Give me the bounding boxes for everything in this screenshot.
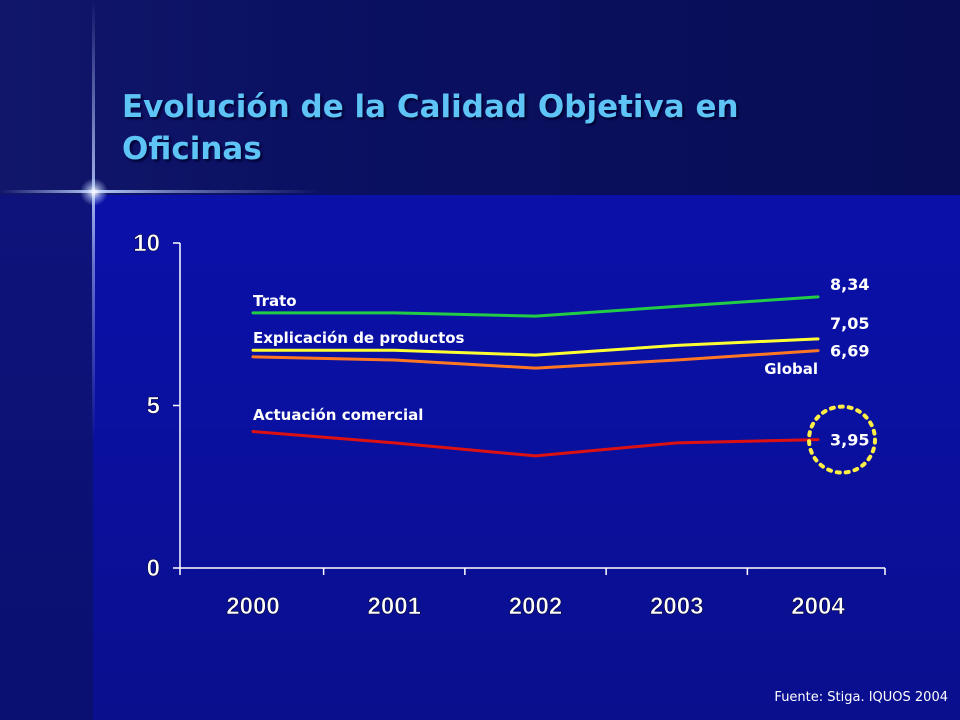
slide-title: Evolución de la Calidad Objetiva en Ofic… bbox=[122, 86, 902, 170]
slide-title-line-2: Oficinas bbox=[122, 131, 262, 167]
end-value-explicacion-de-productos: 7,05 bbox=[830, 314, 869, 333]
slide-title-line-1: Evolución de la Calidad Objetiva en bbox=[122, 89, 739, 125]
highlight-circle bbox=[807, 404, 877, 475]
series-label-trato: Trato bbox=[253, 292, 297, 310]
series-lines bbox=[251, 295, 820, 458]
source-note: Fuente: Stiga. IQUOS 2004 bbox=[774, 690, 948, 705]
header-background bbox=[0, 0, 960, 195]
series-line-explicacion-de-productos bbox=[251, 337, 820, 357]
light-flare-vertical bbox=[92, 0, 95, 440]
series-labels: Trato Explicación de productos Global Actua… bbox=[253, 292, 818, 424]
y-tick-label: 0 bbox=[147, 555, 160, 582]
series-label-global: Global bbox=[764, 360, 818, 378]
end-value-labels: 8,34 7,05 6,69 3,95 bbox=[830, 275, 869, 450]
y-tick-label: 5 bbox=[147, 393, 160, 420]
highlight-marker bbox=[807, 404, 877, 475]
series-line-global bbox=[251, 349, 820, 370]
end-value-actuacion-comercial: 3,95 bbox=[830, 431, 869, 450]
end-value-global: 6,69 bbox=[830, 342, 869, 361]
x-tick-label: 2004 bbox=[791, 593, 845, 620]
x-tick-labels: 2000 2001 2002 2003 2004 bbox=[226, 593, 846, 621]
axes bbox=[173, 242, 886, 575]
end-value-trato: 8,34 bbox=[830, 275, 869, 294]
y-tick-label: 10 bbox=[133, 230, 160, 257]
series-label-actuacion-comercial: Actuación comercial bbox=[253, 406, 423, 424]
left-band bbox=[0, 195, 93, 720]
x-tick-label: 2000 bbox=[226, 593, 279, 620]
light-flare-star bbox=[80, 178, 108, 206]
series-label-explicacion-de-productos: Explicación de productos bbox=[253, 329, 465, 347]
x-tick-label: 2001 bbox=[368, 593, 421, 620]
x-tick-label: 2003 bbox=[650, 593, 703, 620]
series-line-actuacion-comercial bbox=[251, 430, 820, 458]
series-line-trato bbox=[251, 295, 820, 318]
x-tick-label: 2002 bbox=[509, 593, 562, 620]
y-tick-labels: 0 5 10 bbox=[133, 230, 160, 583]
light-flare-horizontal bbox=[0, 190, 320, 193]
